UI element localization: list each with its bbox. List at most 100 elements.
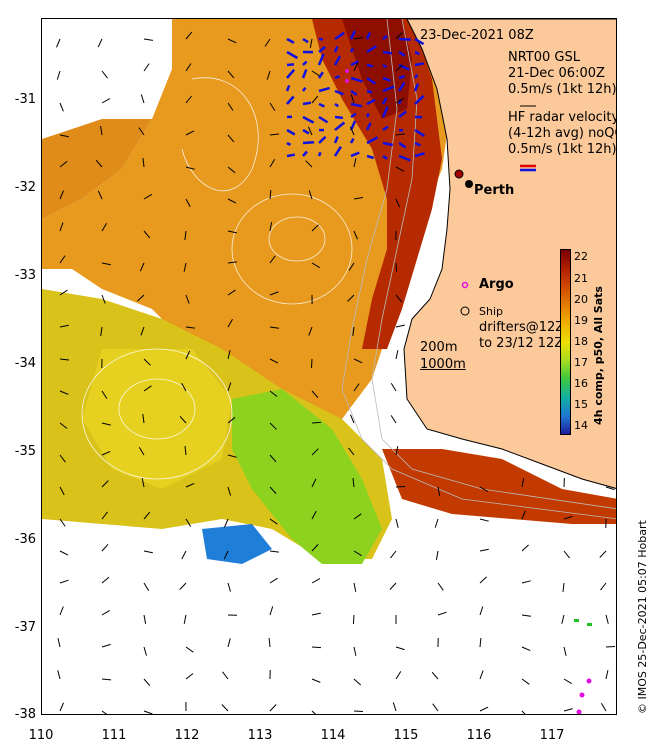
gsl-arrow (59, 190, 64, 200)
hf-arrow (382, 50, 393, 55)
hf-arrow (302, 115, 315, 124)
gsl-arrow (311, 578, 321, 584)
gsl-arrow (269, 518, 278, 525)
gsl-arrow (437, 582, 444, 591)
hf-arrow (349, 47, 354, 53)
gsl-arrow (305, 160, 313, 168)
hf-arrow (366, 136, 379, 145)
hf-arrow (349, 30, 357, 40)
gsl-arrow (521, 478, 525, 488)
y-tick-label: -36 (14, 532, 36, 547)
gsl-arrow (183, 614, 187, 624)
hf-legend-title: HF radar velocity (508, 110, 617, 125)
gsl-arrow (227, 261, 237, 264)
gsl-arrow (353, 582, 357, 592)
gsl-arrow (353, 513, 362, 520)
gsl-arrow (227, 166, 236, 174)
gsl-arrow (311, 646, 322, 649)
hf-arrow (398, 50, 406, 57)
gsl-arrow (563, 678, 572, 685)
argo-floats (345, 69, 592, 714)
hf-arrow (382, 63, 387, 69)
sst-colorbar (560, 249, 571, 435)
hf-arrow (333, 55, 342, 66)
contour-north-west (181, 77, 259, 192)
gsl-arrow (97, 190, 103, 200)
gsl-arrow (185, 673, 194, 680)
gsl-arrow (269, 358, 279, 364)
gsl-arrow (101, 70, 108, 79)
gsl-arrow (184, 446, 187, 456)
gsl-arrow (101, 262, 111, 266)
hf-arrow (414, 128, 425, 137)
hf-arrow (350, 60, 359, 67)
hf-arrow (302, 60, 308, 66)
gsl-arrow (395, 133, 405, 136)
gsl-arrow (395, 294, 403, 303)
gsl-arrow (264, 38, 271, 47)
gsl-arrow (185, 350, 191, 360)
credit-text: © IMOS 25-Dec-2021 05:07 Hobart (636, 520, 649, 714)
gsl-arrow (181, 382, 187, 392)
hf-arrow (302, 101, 312, 106)
gsl-arrow (227, 230, 237, 234)
hf-arrow (382, 154, 388, 160)
hf-arrow (413, 83, 420, 92)
gsl-arrow (143, 614, 147, 624)
sst-cold-patch (202, 524, 272, 564)
gsl-arrow (101, 390, 108, 399)
isobath-1000m (341, 19, 616, 520)
sst-orange-west (42, 119, 152, 219)
hf-arrow (286, 37, 295, 44)
gsl-arrow (227, 102, 234, 111)
gsl-arrow (59, 390, 69, 395)
gsl-arrow (101, 511, 108, 520)
gsl-arrow (179, 415, 187, 424)
gsl-arrow (311, 448, 319, 456)
gsl-arrow (311, 390, 319, 399)
hf-arrow (286, 128, 296, 136)
gsl-arrow (140, 326, 145, 336)
gsl-arrow (562, 582, 565, 592)
gsl-arrow (353, 678, 362, 686)
gsl-arrow (432, 703, 439, 712)
gsl-arrow (266, 70, 271, 80)
gsl-arrow (311, 358, 313, 369)
hf-arrow (302, 128, 310, 135)
hf-arrow (333, 146, 342, 157)
hf-arrow (286, 50, 299, 60)
gsl-arrow (227, 382, 232, 392)
gsl-legend-title: NRT00 GSL (508, 50, 580, 65)
gsl-arrow (59, 222, 64, 232)
colorbar-tick: 15 (574, 398, 588, 411)
gsl-arrow (390, 415, 397, 424)
gsl-arrow (521, 678, 530, 685)
hf-radar-vectors (285, 30, 425, 162)
y-tick-label: -31 (14, 92, 36, 107)
gsl-arrow (563, 646, 567, 656)
y-tick-label: -37 (14, 620, 36, 635)
hf-arrow (286, 68, 296, 79)
map-plot-area[interactable]: 23-Dec-2021 08Z NRT00 GSL 21-Dec 06:00Z … (41, 18, 617, 715)
contour-eddy-south (81, 348, 233, 480)
gsl-arrow (269, 390, 278, 397)
colorbar-tick: 18 (574, 335, 588, 348)
gsl-arrow (308, 326, 313, 336)
gsl-arrow (185, 294, 190, 304)
hf-arrow (381, 106, 389, 118)
gsl-arrow (56, 38, 61, 48)
gsl-arrow (142, 158, 145, 168)
gsl-arrow (395, 486, 406, 488)
gsl-arrow (395, 518, 399, 528)
hf-arrow (414, 141, 422, 147)
hf-arrow (398, 141, 407, 149)
hf-arrow (302, 141, 315, 145)
gsl-arrow (101, 543, 109, 552)
hf-arrow (365, 112, 370, 118)
gsl-arrow (100, 126, 103, 136)
hf-arrow (397, 81, 406, 92)
x-tick-label: 112 (174, 728, 200, 743)
isobath-200m-label: 200m (420, 340, 458, 355)
gsl-arrow (389, 582, 397, 590)
gsl-arrow (395, 166, 405, 172)
